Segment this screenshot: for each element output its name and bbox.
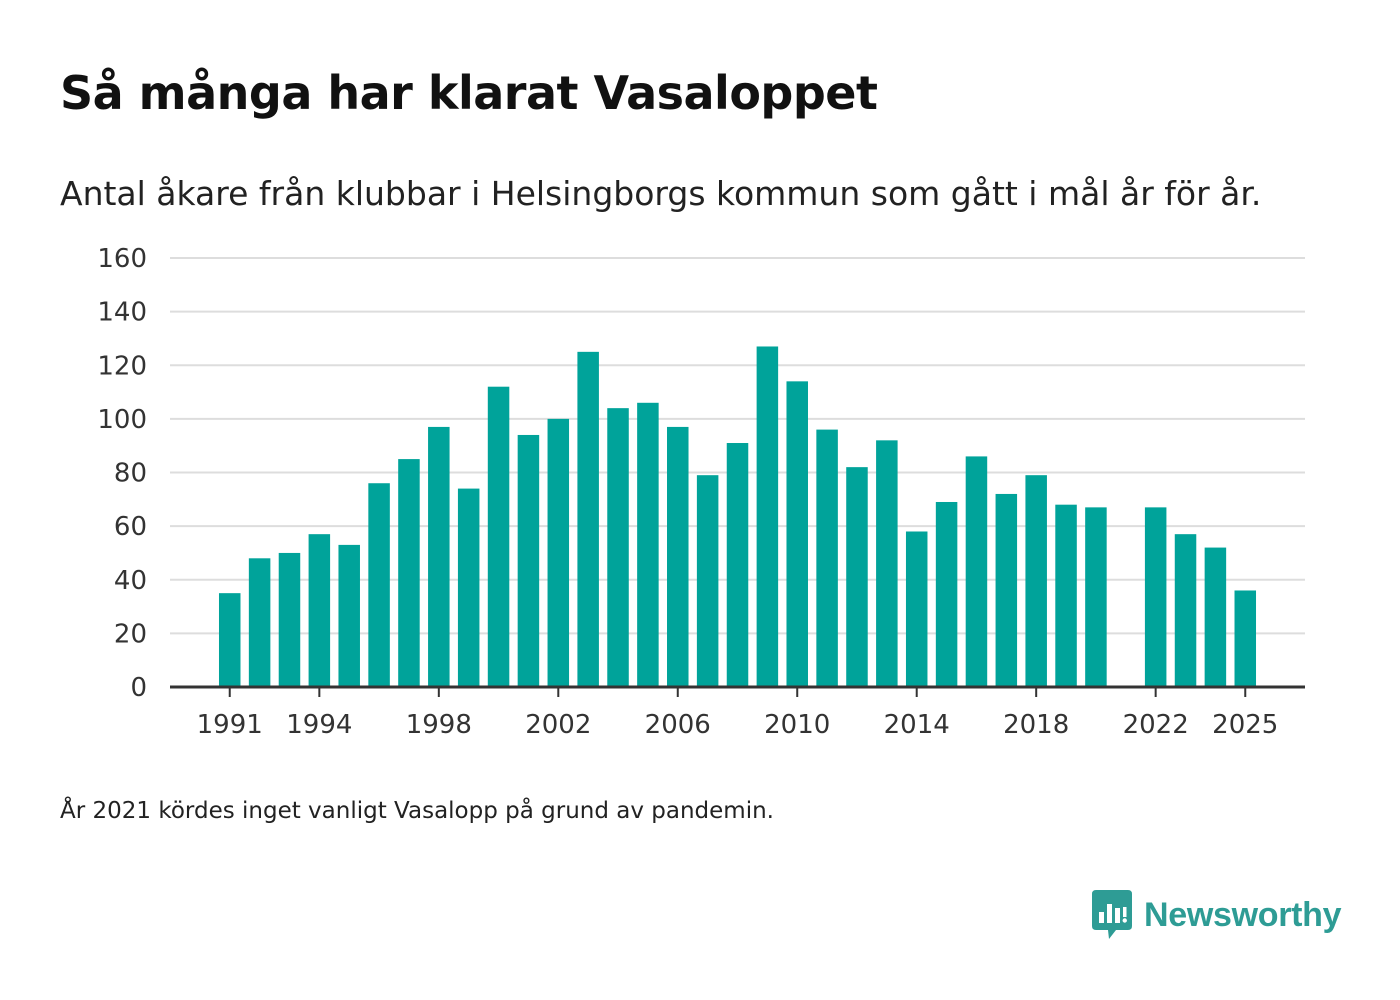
bar-2020[interactable] <box>1085 507 1107 687</box>
y-tick-label-80: 80 <box>114 459 147 489</box>
x-axis-ticks: 1991 1994 1998 2002 2006 2010 2014 2018 2022 2025 <box>197 687 1278 740</box>
bar-2024[interactable] <box>1204 547 1227 687</box>
x-tick-label-2018: 2018 <box>1003 710 1069 740</box>
footnote: År 2021 kördes inget vanligt Vasalopp på… <box>60 798 774 824</box>
bar-2009[interactable] <box>756 346 779 687</box>
bar-2005[interactable] <box>637 402 659 687</box>
bar-1994[interactable] <box>308 534 331 687</box>
bars <box>218 346 1257 688</box>
chart-title: Så många har klarat Vasaloppet <box>60 66 878 120</box>
bar-2019[interactable] <box>1055 504 1077 687</box>
bar-2022[interactable] <box>1144 507 1167 687</box>
bar-1993[interactable] <box>278 552 301 687</box>
bar-chart: 0 20 40 60 80 100 120 140 160 1991 1994 1998 2002 20… <box>97 244 1305 740</box>
bar-2015[interactable] <box>935 501 958 687</box>
y-tick-label-20: 20 <box>114 619 147 649</box>
bar-1992[interactable] <box>248 558 271 687</box>
x-tick-label-2002: 2002 <box>525 710 591 740</box>
bar-2025[interactable] <box>1234 590 1257 687</box>
x-tick-label-2010: 2010 <box>764 710 830 740</box>
x-tick-label-1994: 1994 <box>286 710 352 740</box>
y-tick-label-140: 140 <box>97 298 147 328</box>
y-tick-label-40: 40 <box>114 566 147 596</box>
bar-2011[interactable] <box>816 429 838 687</box>
bar-2002[interactable] <box>547 418 570 688</box>
bar-2006[interactable] <box>667 426 689 687</box>
bar-1996[interactable] <box>368 483 390 687</box>
bar-2016[interactable] <box>965 456 988 687</box>
bar-1999[interactable] <box>457 488 480 687</box>
bar-2014[interactable] <box>905 531 928 687</box>
bar-2010[interactable] <box>786 381 808 687</box>
bar-1995[interactable] <box>338 544 360 687</box>
chart-subtitle: Antal åkare från klubbar i Helsingborgs … <box>60 174 1262 213</box>
x-tick-label-2022: 2022 <box>1123 710 1189 740</box>
bar-2017[interactable] <box>995 493 1018 687</box>
y-axis-ticks: 0 20 40 60 80 100 120 140 160 <box>97 244 147 703</box>
y-tick-label-160: 160 <box>97 244 147 274</box>
y-tick-label-60: 60 <box>114 512 147 542</box>
x-tick-label-2025: 2025 <box>1212 710 1278 740</box>
bar-2018[interactable] <box>1025 475 1047 687</box>
bar-2008[interactable] <box>726 443 749 687</box>
newsworthy-logo-icon <box>1092 890 1132 939</box>
bar-1997[interactable] <box>398 459 420 687</box>
bar-2013[interactable] <box>876 440 898 687</box>
y-tick-label-0: 0 <box>130 673 147 703</box>
bar-2001[interactable] <box>517 434 540 687</box>
y-tick-label-120: 120 <box>97 351 147 381</box>
brand-name: Newsworthy <box>1144 896 1342 934</box>
bar-2012[interactable] <box>846 467 868 687</box>
x-tick-label-2006: 2006 <box>645 710 711 740</box>
bar-2004[interactable] <box>607 408 629 687</box>
bar-2003[interactable] <box>577 351 599 687</box>
bar-2000[interactable] <box>487 386 510 687</box>
bar-2007[interactable] <box>696 475 719 687</box>
x-tick-label-1991: 1991 <box>197 710 263 740</box>
x-tick-label-1998: 1998 <box>406 710 472 740</box>
y-tick-label-100: 100 <box>97 405 147 435</box>
newsworthy-brand[interactable]: Newsworthy <box>1092 890 1342 940</box>
bar-1998[interactable] <box>428 426 450 687</box>
bar-2023[interactable] <box>1174 534 1197 687</box>
bar-1991[interactable] <box>218 593 241 687</box>
x-tick-label-2014: 2014 <box>884 710 950 740</box>
